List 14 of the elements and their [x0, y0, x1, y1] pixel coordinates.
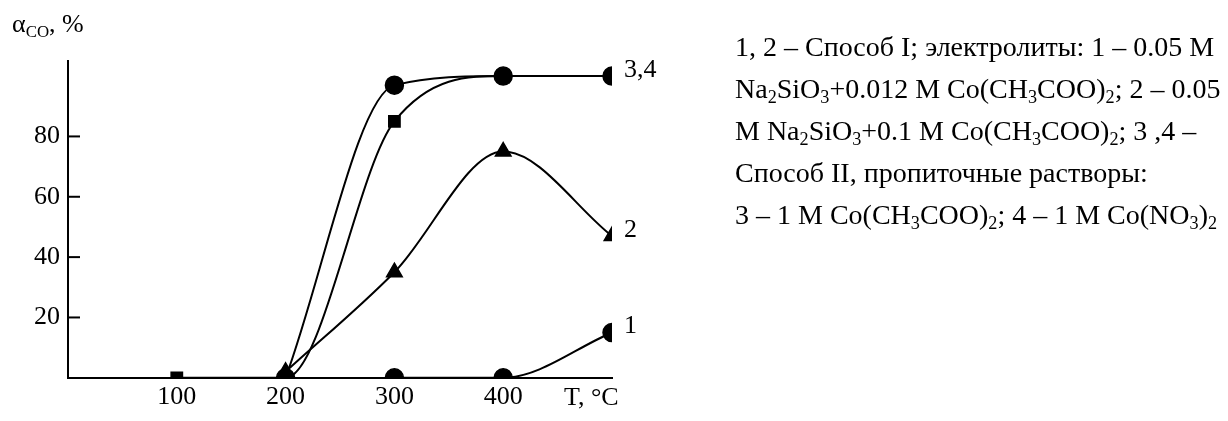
- text: 1, 2 – Способ I; электролиты: 1 – 0.05 M Na$_{2}$SiO$_{3}$+0.012 M Co(CH$_{3}$COO)$_{2}$; 2 – 0.05 M Na$_{2}$SiO$_{3}$+0.1 M Co(CH$_{3}$COO)$_{2}$; 3 ,4 – Способ II, пропиточные растворы: 3 – 1 M Co(CH$_{3}$COO)$_{2}$; 4 – 1 M Co(NO$_{3}$)$_{2}$: [735, 31, 1221, 234]
- y-tick-label: 20: [34, 301, 60, 331]
- x-tick-label: 300: [374, 381, 414, 411]
- y-tick-label: 80: [34, 120, 60, 150]
- series-label: 1: [624, 310, 637, 340]
- series-label: 2: [624, 213, 637, 243]
- x-tick-label: 400: [483, 381, 523, 411]
- y-tick-label: 40: [34, 240, 60, 270]
- y-axis-title: α$_{CO}$, %: [12, 9, 84, 42]
- x-tick-label: 200: [266, 381, 306, 411]
- x-axis-title: T, °C: [564, 381, 619, 412]
- series-label: 3,4: [624, 53, 657, 83]
- y-tick-label: 60: [34, 180, 60, 210]
- x-tick-label: 100: [157, 381, 197, 411]
